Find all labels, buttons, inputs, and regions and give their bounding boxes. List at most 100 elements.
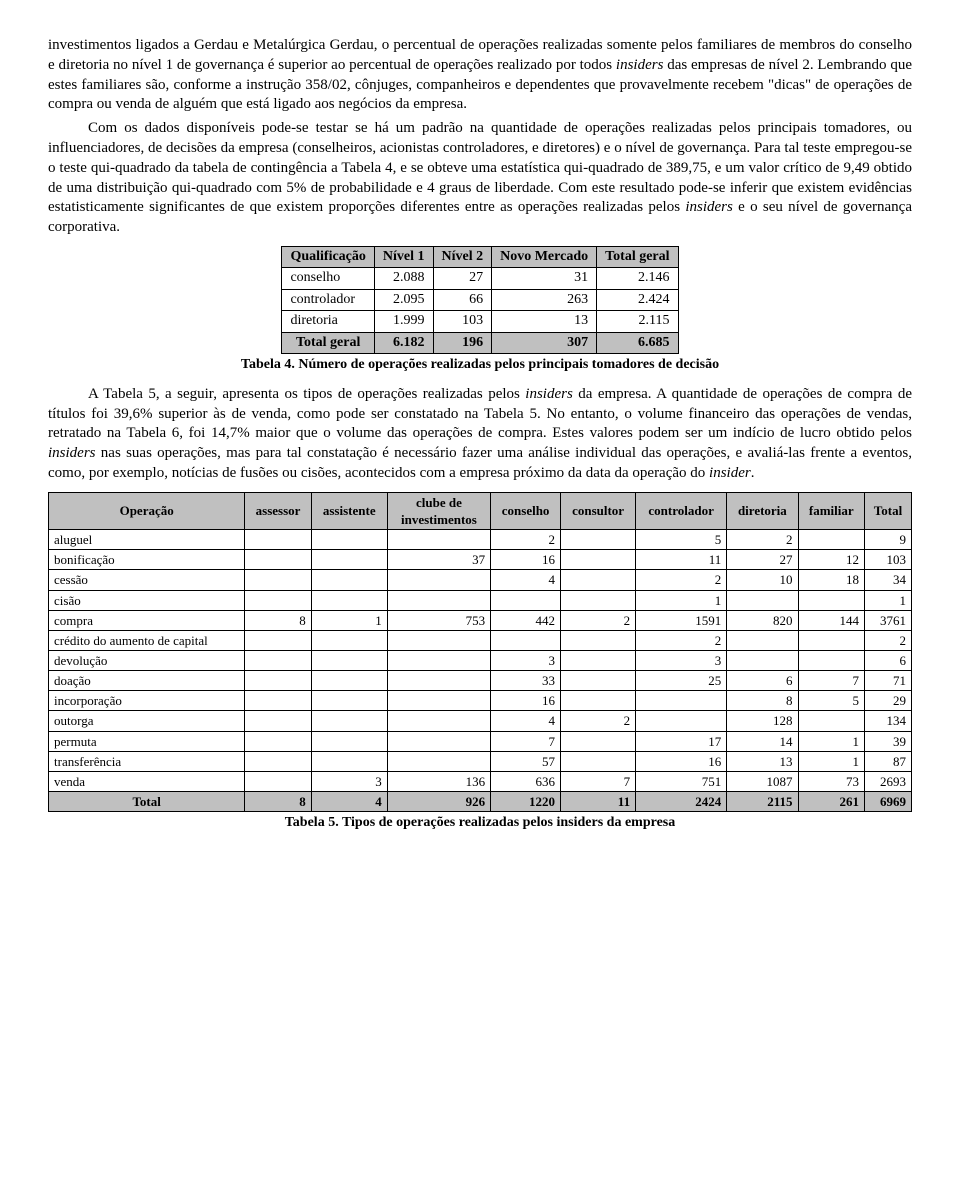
table-cell [245,691,311,711]
table-cell [311,590,387,610]
table-cell: 13 [727,751,798,771]
table-header: Qualificação [282,246,374,267]
table-cell: 16 [636,751,727,771]
table-cell: 2.424 [597,289,678,310]
table-cell: 2 [636,630,727,650]
table-cell: 2.146 [597,268,678,289]
table-cell [387,671,490,691]
table-cell [245,771,311,791]
table-cell [798,651,864,671]
table-cell [387,711,490,731]
table-cell: permuta [49,731,245,751]
table-header: clube deinvestimentos [387,492,490,529]
table-cell: 9 [864,530,911,550]
table-cell: 73 [798,771,864,791]
table-total: 196 [433,332,492,353]
table-cell [245,550,311,570]
table-cell [561,550,636,570]
table-cell: 18 [798,570,864,590]
table-cell: 87 [864,751,911,771]
table-total: Total [49,792,245,812]
table-cell: 820 [727,610,798,630]
table-header: Total [864,492,911,529]
table-cell [245,751,311,771]
table-cell: 5 [798,691,864,711]
table-header: Total geral [597,246,678,267]
table-total: 1220 [491,792,561,812]
table-cell: 753 [387,610,490,630]
table-cell: venda [49,771,245,791]
table-cell: 2.095 [374,289,433,310]
table-cell [311,530,387,550]
table-cell [311,651,387,671]
table-5-caption: Tabela 5. Tipos de operações realizadas … [48,814,912,832]
table-cell: 103 [433,311,492,332]
table-cell: 1 [636,590,727,610]
table-cell: 1 [864,590,911,610]
table-4: QualificaçãoNível 1Nível 2Novo MercadoTo… [281,246,678,354]
table-total: 6.182 [374,332,433,353]
table-cell: 751 [636,771,727,791]
table-cell [245,590,311,610]
table-cell: 2 [636,570,727,590]
table-total: 926 [387,792,490,812]
table-cell: 7 [561,771,636,791]
table-cell: 11 [636,550,727,570]
table-cell [387,530,490,550]
table-cell [311,711,387,731]
table-cell: conselho [282,268,374,289]
table-cell: 8 [245,610,311,630]
table-cell: 2 [727,530,798,550]
table-cell: 12 [798,550,864,570]
table-header: controlador [636,492,727,529]
table-cell [636,711,727,731]
table-header: consultor [561,492,636,529]
table-cell [561,651,636,671]
table-cell: bonificação [49,550,245,570]
table-cell [311,570,387,590]
table-cell [311,630,387,650]
table-cell: 6 [864,651,911,671]
table-header: assistente [311,492,387,529]
table-cell: diretoria [282,311,374,332]
table-cell: 25 [636,671,727,691]
table-total: 261 [798,792,864,812]
table-cell [387,630,490,650]
table-cell: devolução [49,651,245,671]
table-cell: 8 [727,691,798,711]
table-cell: 3761 [864,610,911,630]
table-cell [798,530,864,550]
table-cell: 66 [433,289,492,310]
table-cell [561,691,636,711]
table-total: 4 [311,792,387,812]
table-cell: 1.999 [374,311,433,332]
table-cell: 103 [864,550,911,570]
table-total: 11 [561,792,636,812]
table-cell [561,751,636,771]
table-cell: 16 [491,691,561,711]
table-cell [387,590,490,610]
table-header: conselho [491,492,561,529]
table-cell: 3 [636,651,727,671]
table-cell: 27 [433,268,492,289]
table-total: 8 [245,792,311,812]
table-cell: compra [49,610,245,630]
table-cell: 636 [491,771,561,791]
paragraph-2: Com os dados disponíveis pode-se testar … [48,119,912,238]
table-cell [245,671,311,691]
table-cell [245,731,311,751]
table-cell [245,630,311,650]
table-cell: incorporação [49,691,245,711]
table-total: 2424 [636,792,727,812]
table-cell: 1087 [727,771,798,791]
table-cell [311,671,387,691]
table-cell: 128 [727,711,798,731]
table-total: Total geral [282,332,374,353]
table-cell: 2 [561,711,636,731]
table-cell [387,751,490,771]
table-total: 6.685 [597,332,678,353]
table-cell [798,590,864,610]
table-cell [311,691,387,711]
table-cell: 2.115 [597,311,678,332]
table-cell [561,590,636,610]
